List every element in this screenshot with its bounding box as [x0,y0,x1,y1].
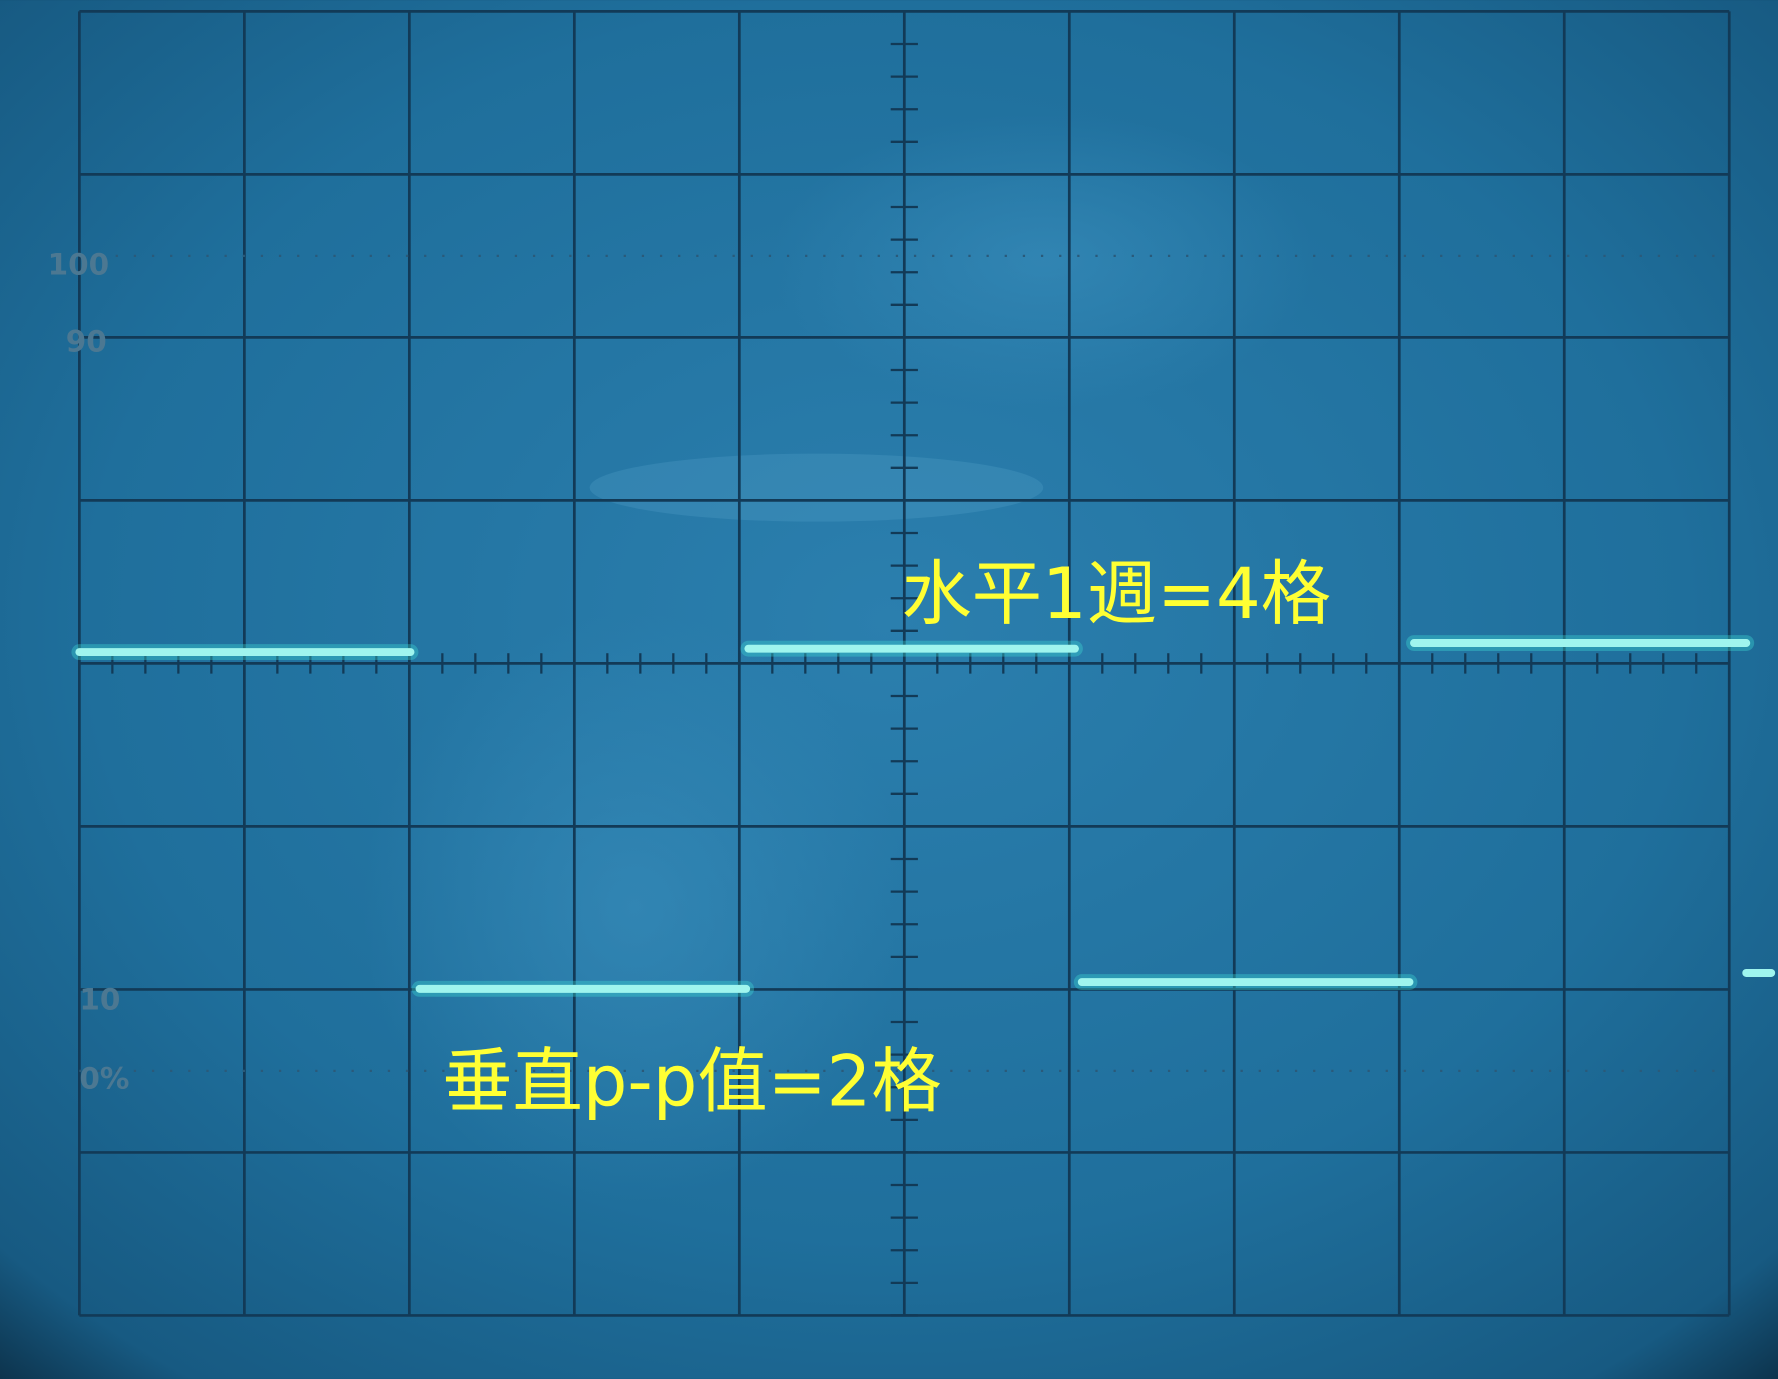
graticule-label: 0% [79,1062,129,1096]
graticule-label: 100 [48,247,110,281]
annotation: 垂直p-p值=2格 [442,1041,941,1123]
annotation: 水平1週=4格 [901,553,1331,635]
reflection [590,454,1044,522]
graticule-label: 10 [79,982,120,1016]
oscilloscope-photo: 100 90 10 0% 水平1週=4格 垂直p-p值=2格 [0,0,1778,1379]
graticule-label: 90 [66,325,107,359]
